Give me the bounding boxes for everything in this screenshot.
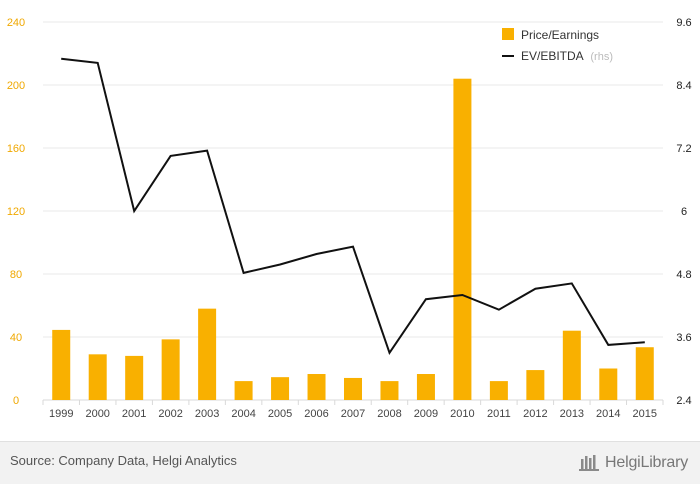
bar-price-earnings (526, 370, 545, 400)
x-axis-tick-label: 2012 (523, 408, 547, 420)
x-axis-tick-label: 2003 (195, 408, 219, 420)
grid (43, 21, 663, 401)
footer: Source: Company Data, Helgi Analytics He… (0, 441, 700, 484)
x-axis: 1999 2000 2001 2002 2003 2004 2005 2006 2007 2008… (42, 400, 664, 420)
source-note: Source: Company Data, Helgi Analytics (10, 453, 237, 468)
bar-price-earnings (344, 377, 362, 400)
x-axis-tick-label: 2001 (122, 408, 146, 420)
bar-price-earnings (234, 381, 253, 400)
bar-price-earnings (271, 377, 290, 400)
left-axis-tick-label: 0 (13, 395, 19, 407)
right-axis-tick-label: 6 (681, 206, 687, 218)
legend-label-price-earnings: Price/Earnings (521, 28, 599, 42)
left-axis-tick-label: 80 (10, 269, 22, 281)
x-axis-tick-label: 2013 (560, 408, 584, 420)
left-axis-tick-label: 40 (10, 332, 22, 344)
x-axis-tick-label: 2011 (487, 408, 511, 420)
bar-price-earnings (416, 374, 435, 400)
left-axis-tick-label: 240 (7, 17, 25, 29)
x-axis-tick-label: 2010 (450, 408, 474, 420)
bar-price-earnings (125, 355, 144, 400)
brand-name: HelgiLibrary (605, 454, 688, 471)
ev-ebitda-line (61, 57, 645, 356)
bar-price-earnings (307, 374, 326, 400)
x-axis-tick-label: 1999 (49, 408, 73, 420)
x-axis-tick-label: 2002 (158, 408, 182, 420)
legend-note-rhs: (rhs) (590, 51, 613, 63)
price-earnings-bars (52, 78, 654, 400)
bar-price-earnings (161, 339, 180, 400)
x-axis-tick-label: 2006 (304, 408, 328, 420)
right-axis-tick-label: 7.2 (676, 143, 691, 155)
right-axis: 2.4 3.6 4.8 6 7.2 8.4 9.6 (676, 17, 691, 407)
bar-price-earnings (489, 381, 508, 400)
bar-price-earnings (198, 308, 217, 400)
x-axis-tick-label: 2007 (341, 408, 365, 420)
left-axis-tick-label: 160 (7, 143, 25, 155)
bar-price-earnings (52, 329, 71, 400)
left-axis: 0 40 80 120 160 200 240 (7, 17, 25, 407)
x-axis-tick-label: 2005 (268, 408, 292, 420)
library-icon (579, 455, 600, 471)
bar-price-earnings (88, 354, 107, 400)
legend: Price/Earnings EV/EBITDA (rhs) (502, 28, 613, 63)
brand-logo[interactable]: HelgiLibrary (579, 450, 688, 476)
x-axis-tick-label: 2009 (414, 408, 438, 420)
right-axis-tick-label: 8.4 (676, 80, 691, 92)
x-axis-tick-label: 2000 (85, 408, 109, 420)
right-axis-tick-label: 9.6 (676, 17, 691, 29)
left-axis-tick-label: 120 (7, 206, 25, 218)
left-axis-tick-label: 200 (7, 80, 25, 92)
right-axis-tick-label: 3.6 (676, 332, 691, 344)
bar-price-earnings (380, 381, 399, 400)
svg-text:EV/EBITDA (rhs): EV/EBITDA (rhs) (521, 49, 613, 63)
legend-label-ev-ebitda: EV/EBITDA (521, 49, 584, 63)
x-axis-tick-label: 2004 (231, 408, 255, 420)
right-axis-tick-label: 2.4 (676, 395, 691, 407)
bar-price-earnings (599, 368, 618, 400)
ev-ebitda-line-group (61, 57, 645, 356)
right-axis-tick-label: 4.8 (676, 269, 691, 281)
x-axis-tick-label: 2015 (633, 408, 657, 420)
x-axis-tick-label: 2008 (377, 408, 401, 420)
bar-price-earnings (562, 330, 581, 400)
bar-price-earnings (453, 78, 472, 400)
legend-swatch-price-earnings (502, 28, 514, 40)
bar-price-earnings (635, 347, 654, 400)
x-axis-tick-label: 2014 (596, 408, 620, 420)
